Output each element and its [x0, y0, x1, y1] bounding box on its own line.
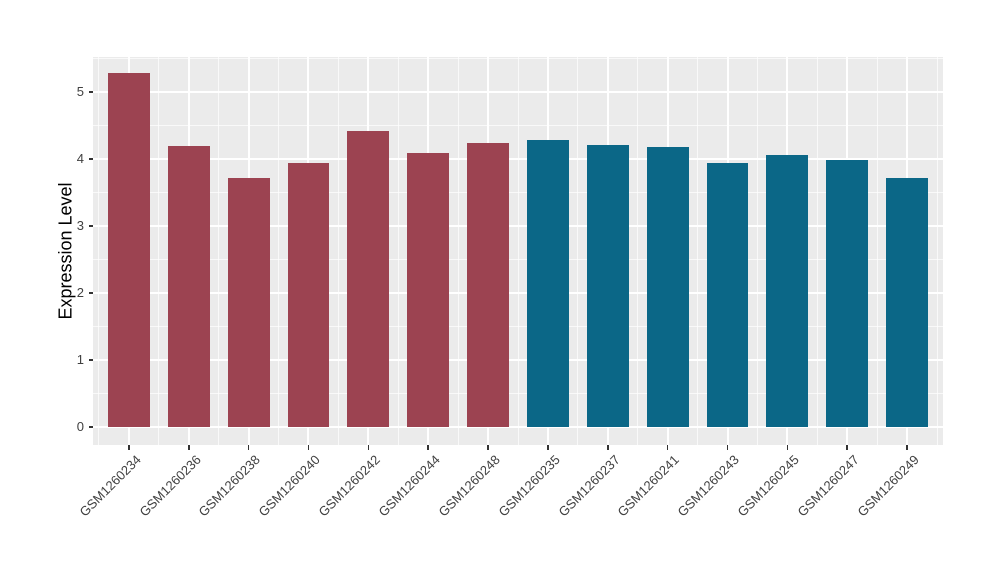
y-tick-label: 3	[76, 217, 84, 233]
x-tick-mark	[307, 445, 310, 450]
bar-GSM1260236	[167, 146, 210, 427]
x-tick-label: GSM1260235	[495, 452, 563, 520]
y-tick-mark	[88, 91, 93, 93]
x-tick-mark	[487, 445, 489, 450]
x-tick-label: GSM1260241	[614, 452, 683, 520]
y-tick-mark	[88, 359, 93, 361]
y-tick-label: 5	[76, 83, 84, 99]
grid-minor-vertical	[816, 57, 818, 445]
grid-minor-vertical	[278, 57, 280, 445]
y-tick-mark	[88, 426, 93, 428]
x-tick-label: GSM1260237	[555, 452, 623, 520]
bar-GSM1260247	[826, 159, 869, 427]
grid-minor-vertical	[577, 57, 579, 445]
y-tick-mark	[88, 292, 93, 294]
grid-minor-vertical	[876, 57, 878, 445]
x-tick-mark	[666, 445, 669, 450]
bar-GSM1260244	[407, 152, 450, 427]
grid-minor-vertical	[637, 57, 639, 445]
grid-minor-vertical	[936, 57, 938, 445]
bar-GSM1260243	[706, 162, 749, 427]
x-tick-mark	[128, 445, 130, 450]
bar-GSM1260234	[107, 73, 150, 427]
x-tick-mark	[367, 445, 370, 450]
bar-GSM1260240	[287, 162, 330, 427]
grid-minor-vertical	[756, 57, 758, 445]
bar-GSM1260235	[526, 140, 569, 427]
bar-GSM1260242	[347, 131, 390, 427]
grid-minor-vertical	[517, 57, 519, 445]
grid-minor-vertical	[397, 57, 399, 445]
y-tick-label: 0	[76, 418, 84, 434]
grid-minor-vertical	[158, 57, 160, 445]
x-tick-mark	[726, 445, 729, 450]
x-tick-label: GSM1260242	[315, 452, 383, 520]
bar-GSM1260245	[766, 154, 809, 427]
bar-GSM1260248	[467, 143, 509, 427]
bar-GSM1260238	[227, 177, 270, 427]
y-tick-mark	[88, 158, 93, 160]
x-tick-mark	[846, 445, 848, 450]
x-tick-label: GSM1260240	[255, 452, 324, 520]
x-tick-mark	[547, 445, 549, 450]
x-tick-label: GSM1260238	[195, 452, 264, 520]
x-tick-label: GSM1260243	[674, 452, 743, 520]
grid-minor-vertical	[98, 57, 100, 445]
y-tick-label: 4	[76, 150, 84, 166]
x-tick-label: GSM1260236	[136, 452, 204, 520]
bar-GSM1260237	[586, 144, 629, 427]
bar-GSM1260241	[646, 147, 689, 427]
grid-minor-vertical	[457, 57, 459, 445]
x-tick-label: GSM1260249	[854, 452, 922, 520]
grid-minor-vertical	[697, 57, 699, 445]
x-tick-mark	[427, 445, 429, 450]
bar-GSM1260249	[886, 177, 929, 427]
x-tick-label: GSM1260245	[734, 452, 802, 520]
x-tick-label: GSM1260244	[375, 452, 443, 520]
grid-minor-vertical	[337, 57, 339, 445]
x-tick-mark	[247, 445, 250, 450]
x-tick-mark	[607, 445, 609, 450]
y-tick-label: 1	[76, 351, 84, 367]
x-tick-label: GSM1260234	[76, 452, 144, 520]
plot-panel	[93, 57, 943, 445]
x-tick-label: GSM1260248	[435, 452, 503, 520]
y-tick-label: 2	[76, 284, 84, 300]
y-tick-mark	[88, 225, 93, 227]
grid-minor-vertical	[218, 57, 220, 445]
x-tick-label: GSM1260247	[794, 452, 862, 520]
x-tick-mark	[906, 445, 908, 450]
x-tick-mark	[786, 445, 789, 450]
x-tick-mark	[188, 445, 190, 450]
